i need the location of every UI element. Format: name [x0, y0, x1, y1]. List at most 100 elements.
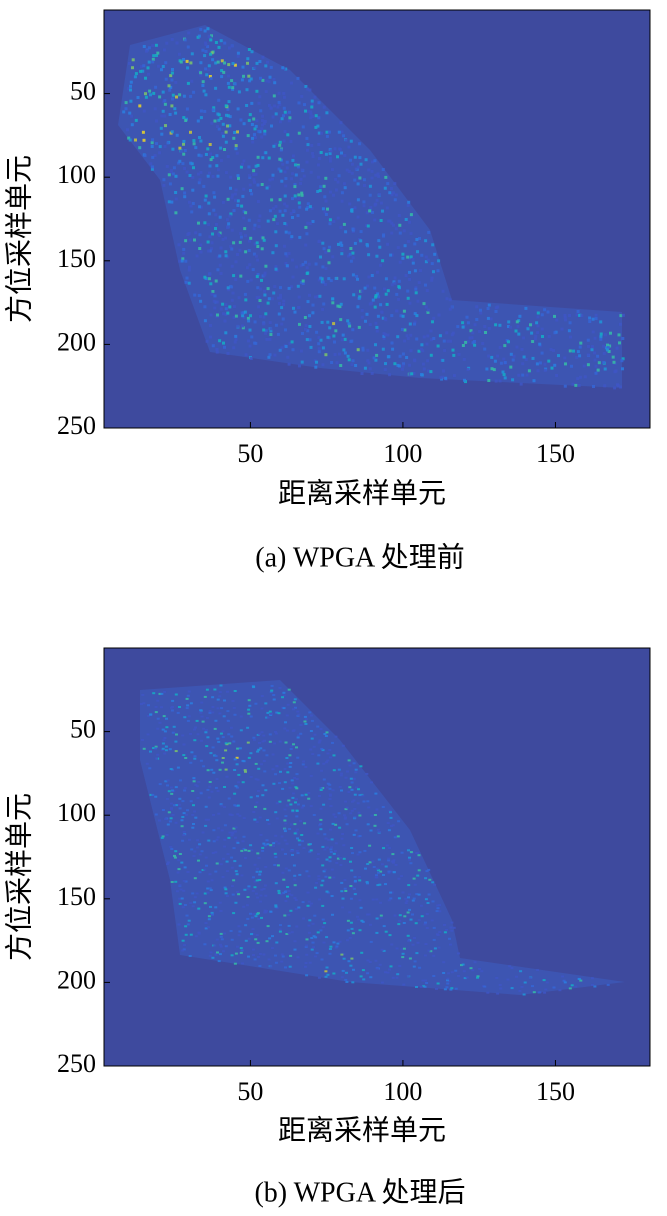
speckle — [189, 61, 193, 65]
speckle — [621, 357, 625, 361]
speckle — [328, 156, 332, 160]
speckle — [373, 159, 377, 163]
speckle — [222, 341, 225, 345]
speckle — [283, 819, 287, 822]
speckle — [166, 797, 169, 800]
speckle — [166, 823, 170, 826]
speckle — [586, 363, 590, 367]
speckle — [618, 341, 621, 345]
speckle — [345, 823, 349, 826]
speckle — [361, 346, 365, 350]
speckle — [234, 870, 238, 873]
speckle — [342, 814, 346, 817]
speckle — [516, 324, 520, 328]
speckle — [273, 852, 277, 855]
speckle — [227, 74, 231, 78]
speckle — [186, 809, 189, 812]
speckle — [197, 153, 201, 157]
speckle — [260, 119, 264, 123]
speckle — [163, 737, 167, 740]
speckle — [208, 75, 212, 78]
speckle — [158, 145, 162, 149]
speckle — [321, 749, 325, 752]
speckle — [161, 835, 165, 838]
speckle — [224, 236, 228, 240]
speckle — [378, 883, 382, 886]
speckle — [244, 298, 248, 302]
speckle — [425, 289, 429, 292]
speckle — [414, 286, 418, 290]
speckle — [207, 796, 211, 799]
speckle — [249, 189, 252, 192]
speckle — [518, 989, 522, 992]
speckle — [267, 355, 271, 359]
speckle — [413, 960, 417, 963]
speckle — [316, 853, 320, 856]
speckle — [291, 197, 294, 201]
speckle — [333, 353, 337, 356]
speckle — [203, 221, 207, 225]
speckle — [267, 184, 271, 188]
speckle — [268, 733, 272, 736]
speckle — [208, 164, 212, 168]
speckle — [506, 978, 510, 981]
speckle — [528, 977, 532, 980]
speckle — [227, 222, 231, 226]
speckle — [356, 165, 360, 169]
speckle — [193, 757, 197, 760]
speckle — [166, 784, 169, 787]
speckle — [282, 106, 286, 110]
speckle — [331, 297, 335, 301]
speckle — [198, 843, 202, 846]
speckle — [203, 109, 207, 113]
speckle — [590, 345, 594, 349]
speckle — [187, 232, 191, 235]
speckle — [342, 844, 346, 847]
speckle — [319, 807, 323, 810]
speckle — [371, 298, 375, 302]
speckle — [226, 155, 230, 158]
speckle — [261, 794, 265, 797]
speckle — [237, 925, 241, 928]
speckle — [158, 692, 162, 695]
speckle — [417, 919, 421, 922]
speckle — [397, 897, 401, 900]
speckle — [239, 274, 243, 278]
speckle — [340, 243, 344, 247]
speckle — [486, 316, 490, 320]
speckle — [260, 763, 264, 766]
speckle — [254, 164, 258, 168]
speckle — [390, 943, 394, 946]
speckle — [299, 820, 303, 822]
speckle — [498, 379, 502, 383]
speckle — [387, 355, 391, 359]
speckle — [221, 730, 225, 733]
speckle — [307, 875, 311, 878]
speckle — [446, 339, 450, 343]
speckle — [369, 976, 373, 979]
speckle — [422, 302, 426, 306]
speckle — [347, 960, 351, 963]
speckle — [346, 770, 349, 773]
speckle — [543, 362, 547, 366]
speckle — [431, 881, 435, 884]
speckle — [155, 142, 158, 146]
speckle — [433, 947, 437, 950]
speckle — [384, 175, 388, 179]
speckle — [245, 266, 249, 270]
speckle — [154, 705, 158, 708]
speckle — [246, 917, 250, 920]
y-tick-label: 150 — [57, 882, 96, 911]
speckle — [217, 960, 221, 963]
speckle — [254, 136, 257, 140]
speckle — [395, 309, 399, 313]
x-axis-label: 距离采样单元 — [278, 1114, 446, 1146]
speckle — [271, 768, 275, 771]
speckle — [343, 817, 347, 820]
speckle — [264, 151, 268, 155]
speckle — [279, 286, 282, 290]
speckle — [414, 922, 418, 925]
speckle — [328, 794, 332, 797]
speckle — [269, 965, 273, 968]
speckle — [218, 263, 222, 267]
